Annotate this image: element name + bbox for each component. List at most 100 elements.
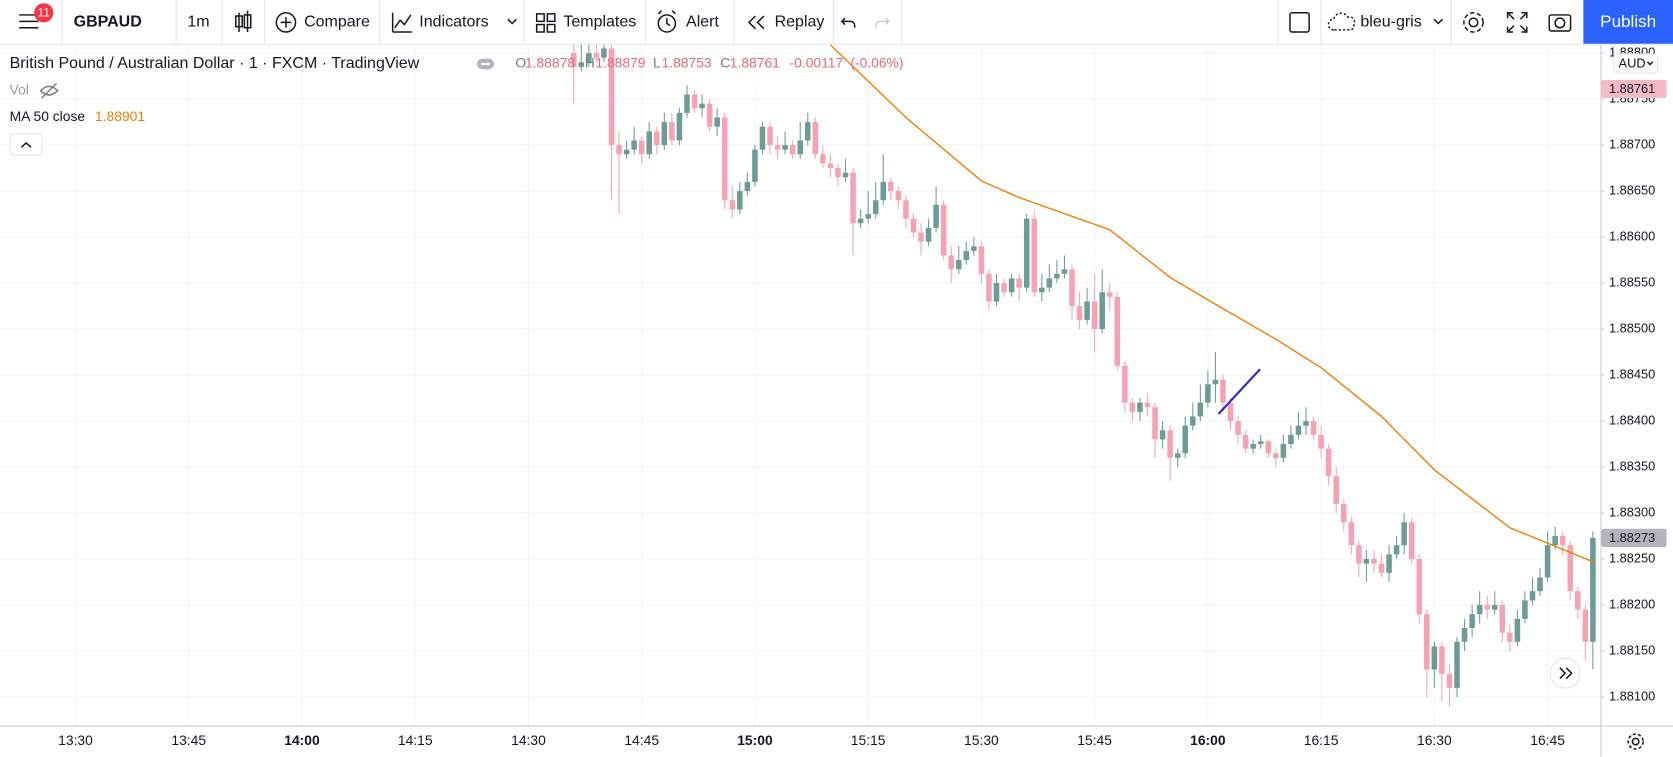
y-tick-label: 1.88550 [1609, 274, 1655, 289]
candle-body [903, 200, 909, 219]
candle-body [1182, 425, 1189, 454]
price-marker [1601, 528, 1667, 547]
candle-body [1227, 402, 1234, 422]
y-tick-label: 1.88300 [1609, 504, 1655, 519]
hidden-eye-icon[interactable] [39, 82, 59, 99]
candle-body [744, 181, 751, 192]
x-tick-label: 14:45 [624, 732, 659, 748]
candle-body [1054, 273, 1060, 279]
candle-body [1401, 522, 1407, 546]
candle-body [797, 140, 803, 155]
candle-body [918, 232, 924, 242]
candle-body [1174, 453, 1181, 458]
chevron[interactable] [1433, 18, 1444, 25]
candle-body [1023, 218, 1030, 288]
compare-button[interactable]: Compare [304, 14, 370, 31]
x-tick-label: 15:45 [1077, 732, 1112, 748]
candle-body [865, 214, 871, 219]
candle-body [880, 181, 887, 201]
compare-icon[interactable] [275, 12, 297, 33]
layout-button[interactable] [1289, 12, 1310, 33]
candle-body [993, 283, 1000, 302]
publish-button[interactable] [1583, 0, 1673, 44]
toolbar [0, 0, 1673, 44]
y-tick-label: 1.88250 [1609, 550, 1655, 565]
axis-settings-button[interactable] [1627, 733, 1644, 750]
candle-body [1537, 577, 1543, 592]
settings-button[interactable] [1463, 12, 1484, 33]
chevron[interactable] [507, 18, 517, 25]
candle-body [721, 117, 728, 201]
redo-button[interactable] [875, 17, 890, 28]
layout-name[interactable]: bleu-gris [1360, 14, 1421, 31]
candle-body [1114, 296, 1121, 366]
snapshot-button[interactable] [1548, 14, 1572, 32]
candle-body [1137, 402, 1143, 412]
change-value: -0.00117 [790, 55, 844, 71]
currency-selector[interactable]: AUD [1613, 53, 1659, 74]
candle-body [1386, 554, 1392, 573]
replay-button[interactable]: Replay [775, 14, 825, 31]
scroll-to-latest-button[interactable] [1549, 657, 1581, 689]
candle-body [1416, 559, 1423, 615]
candle-body [1522, 600, 1528, 619]
chart-type-button[interactable] [235, 10, 252, 33]
volume-label: Vol [10, 81, 29, 97]
trend-line-drawing[interactable] [1217, 368, 1261, 415]
menu-button[interactable]: 11 [19, 3, 54, 29]
x-tick-label: 15:30 [964, 732, 999, 748]
alert-button[interactable]: Alert [686, 14, 719, 31]
candle-body [1273, 453, 1279, 458]
candle-body [1205, 384, 1211, 403]
interval[interactable]: 1m [187, 14, 209, 31]
candle-body [752, 149, 758, 182]
candle-body [1122, 365, 1128, 403]
visibility-toggle[interactable] [476, 58, 495, 70]
fullscreen-button[interactable] [1506, 12, 1528, 33]
candle-body [1129, 402, 1136, 412]
currency-label: AUD [1619, 55, 1646, 70]
moving-average-line [829, 44, 1594, 563]
symbol[interactable]: GBPAUD [74, 14, 142, 31]
candle-body [812, 122, 819, 155]
candle-body [1454, 641, 1460, 688]
ohlc-value: 1.88753 [662, 55, 712, 71]
templates-button[interactable]: Templates [563, 14, 636, 31]
ohlc-value: 1.88879 [595, 55, 645, 71]
candle-body [1514, 618, 1521, 642]
candle-body [986, 273, 992, 302]
candle-body [1001, 283, 1007, 293]
candle-body [1340, 503, 1347, 523]
candle-body [1363, 559, 1370, 564]
price-marker-label: 1.88273 [1609, 530, 1655, 545]
candle-body [895, 191, 902, 201]
candle-body [1348, 522, 1355, 546]
candle-body [1507, 632, 1513, 642]
candle-body [601, 48, 607, 58]
candle-body [691, 94, 698, 109]
ohlc-label: H [585, 55, 595, 71]
candle-body [586, 53, 592, 63]
replay-icon [747, 15, 765, 30]
indicators-button[interactable]: Indicators [419, 14, 488, 31]
candle-body [1046, 278, 1053, 288]
candle-body [1152, 407, 1158, 440]
x-tick-label: 13:30 [58, 732, 93, 748]
chart-title: British Pound / Australian Dollar · 1 · … [10, 55, 420, 72]
y-tick-label: 1.88450 [1609, 366, 1655, 381]
x-tick-label: 16:00 [1190, 732, 1226, 748]
candle-body [1491, 605, 1498, 610]
price-marker [1601, 79, 1667, 99]
indicators-icon [391, 12, 412, 33]
x-tick-label: 14:30 [511, 732, 546, 748]
y-tick-label: 1.88350 [1609, 458, 1655, 473]
collapse-legend-button[interactable] [9, 133, 43, 156]
candle-body [1144, 402, 1151, 408]
candle-body [1167, 430, 1173, 458]
undo-button[interactable] [840, 17, 856, 28]
candle-body [1242, 434, 1249, 449]
candle-body [1567, 545, 1574, 592]
candle-body [1039, 287, 1045, 293]
candle-body [955, 260, 962, 270]
candle-body [684, 94, 690, 113]
